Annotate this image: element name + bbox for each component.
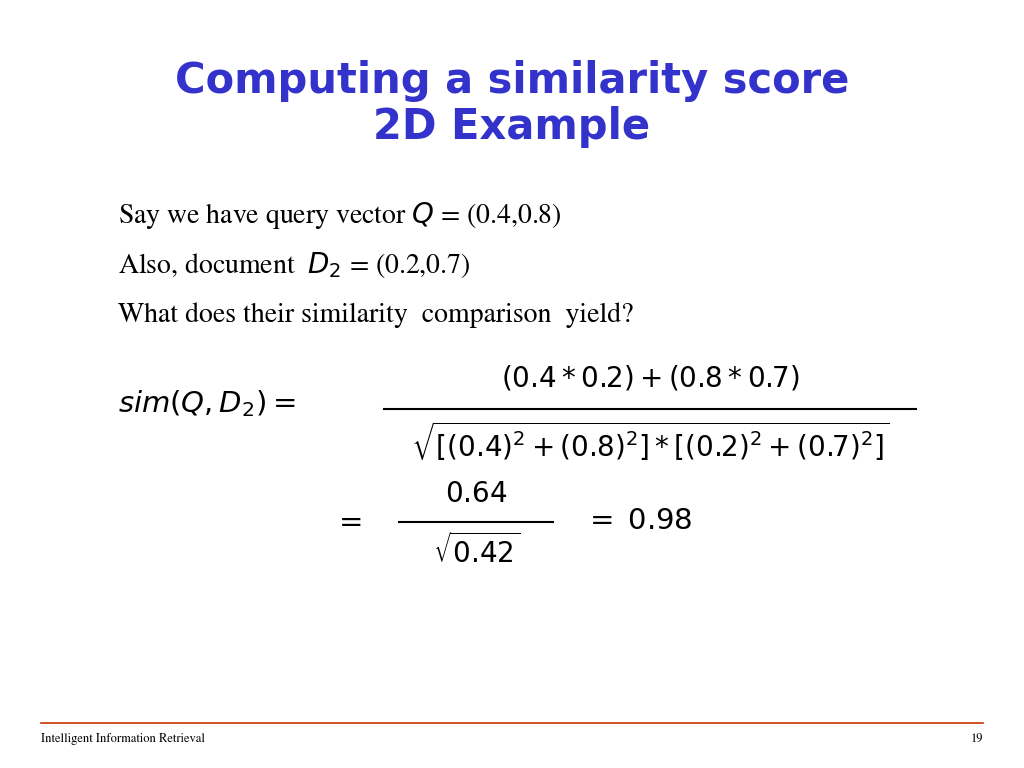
Text: 19: 19	[971, 733, 983, 745]
Text: Also, document  $\mathit{D}_2$ = (0.2,0.7): Also, document $\mathit{D}_2$ = (0.2,0.7…	[118, 250, 470, 280]
Text: $=$: $=$	[333, 510, 361, 535]
Text: $(0.4 * 0.2) + (0.8 * 0.7)$: $(0.4 * 0.2) + (0.8 * 0.7)$	[501, 363, 800, 392]
Text: $\mathit{sim}(\mathit{Q}, \mathit{D}_2) =$: $\mathit{sim}(\mathit{Q}, \mathit{D}_2) …	[118, 388, 295, 419]
Text: 2D Example: 2D Example	[374, 106, 650, 147]
Text: $\sqrt{0.42}$: $\sqrt{0.42}$	[432, 534, 520, 569]
Text: What does their similarity  comparison  yield?: What does their similarity comparison yi…	[118, 302, 633, 328]
Text: $=\;0.98$: $=\;0.98$	[584, 510, 692, 535]
Text: Intelligent Information Retrieval: Intelligent Information Retrieval	[41, 733, 205, 745]
Text: Say we have query vector $\mathit{Q}$ = (0.4,0.8): Say we have query vector $\mathit{Q}$ = …	[118, 200, 561, 230]
Text: $\sqrt{[(0.4)^2+(0.8)^2]*[(0.2)^2+(0.7)^2]}$: $\sqrt{[(0.4)^2+(0.8)^2]*[(0.2)^2+(0.7)^…	[411, 420, 890, 463]
Text: $0.64$: $0.64$	[445, 483, 507, 508]
Text: Computing a similarity score: Computing a similarity score	[175, 60, 849, 101]
